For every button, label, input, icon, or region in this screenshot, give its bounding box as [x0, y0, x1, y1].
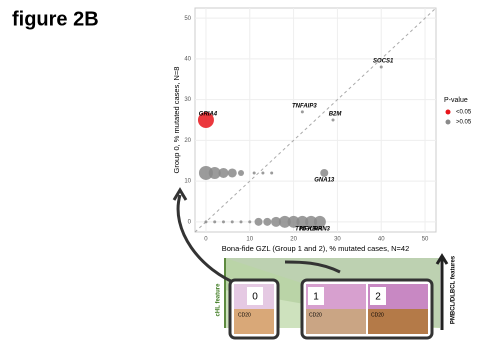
point	[218, 167, 229, 178]
point-label: GRIA4	[199, 112, 218, 118]
legend-title: P-value	[444, 97, 468, 104]
point	[296, 215, 309, 228]
point	[248, 220, 252, 224]
illustration: 0 1 2 CD20 CD20 CD20 cHL feature PMBCL/D…	[172, 187, 457, 340]
point	[379, 65, 383, 69]
point	[270, 171, 274, 175]
group-label: 2	[375, 292, 381, 303]
point	[300, 110, 304, 114]
pmbcl-label: PMBCL/DLBCL features	[451, 255, 457, 324]
stain-label: CD20	[371, 312, 384, 318]
x-axis-label: Bona-fide GZL (Group 1 and 2), % mutated…	[222, 244, 410, 253]
point	[227, 168, 237, 178]
arrow	[172, 187, 188, 201]
point	[252, 171, 256, 175]
point	[197, 112, 214, 128]
point	[313, 215, 326, 228]
cHL-label: cHL feature	[216, 283, 222, 317]
diagonal	[194, 7, 437, 233]
axis-arrow	[435, 253, 449, 330]
point-label: LRRN3	[310, 226, 331, 232]
point-label: GNA13	[314, 178, 335, 184]
point	[278, 215, 291, 228]
point	[238, 169, 245, 176]
point-label: SOCS1	[373, 59, 394, 65]
point-label: TP53	[295, 226, 310, 232]
point	[204, 220, 208, 224]
point	[198, 165, 213, 180]
point	[331, 118, 335, 122]
point	[305, 215, 318, 228]
point	[230, 220, 234, 224]
y-tick-label: 30	[184, 97, 191, 103]
arrow	[284, 260, 341, 274]
point	[271, 216, 282, 227]
y-tick-label: 10	[184, 179, 191, 185]
label-box	[247, 287, 263, 305]
point-label: NFKBIA	[300, 226, 323, 232]
stain-label: CD20	[238, 312, 251, 318]
cd20-image	[368, 309, 428, 334]
point	[213, 220, 217, 224]
point	[254, 217, 263, 226]
legend-swatch	[445, 119, 451, 125]
x-tick-label: 10	[246, 237, 253, 243]
arrow	[176, 194, 241, 287]
y-tick-label: 20	[184, 138, 191, 144]
x-tick-label: 30	[334, 237, 341, 243]
point	[320, 168, 329, 177]
y-tick-label: 0	[188, 219, 192, 225]
legend-swatch	[445, 109, 451, 115]
x-tick-label: 50	[422, 237, 429, 243]
point	[263, 217, 272, 226]
title: figure 2B	[12, 8, 99, 30]
point	[239, 220, 243, 224]
label-box	[308, 287, 324, 305]
y-axis-label: Group 0, % mutated cases, N=8	[172, 67, 181, 174]
x-tick-label: 20	[290, 237, 297, 243]
point	[287, 215, 300, 228]
point	[261, 171, 265, 175]
group-label: 1	[313, 292, 319, 303]
y-tick-label: 40	[184, 56, 191, 62]
cd20-image	[234, 309, 274, 334]
label-box	[370, 287, 386, 305]
stain-label: CD20	[309, 312, 322, 318]
point-label: TNFAIP3	[292, 103, 317, 109]
point	[221, 220, 225, 224]
legend-label: >0.05	[456, 120, 472, 126]
point-label: B2M	[329, 112, 343, 118]
legend-label: <0.05	[456, 110, 472, 116]
point	[208, 166, 221, 179]
x-tick-label: 0	[204, 237, 208, 243]
cd20-image	[306, 309, 366, 334]
x-tick-label: 40	[378, 237, 385, 243]
y-tick-label: 50	[184, 16, 191, 22]
group-label: 0	[252, 292, 258, 303]
